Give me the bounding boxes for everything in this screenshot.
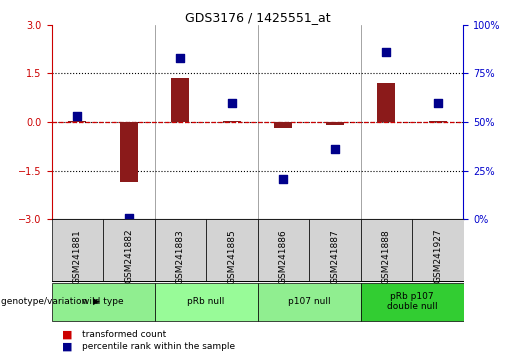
Bar	[103, 219, 154, 281]
Bar	[222, 120, 241, 122]
Text: transformed count: transformed count	[82, 330, 167, 339]
Title: GDS3176 / 1425551_at: GDS3176 / 1425551_at	[185, 11, 330, 24]
Text: genotype/variation  ▶: genotype/variation ▶	[1, 297, 99, 307]
Bar	[274, 122, 292, 128]
Text: GSM241883: GSM241883	[176, 229, 185, 284]
Text: GSM241881: GSM241881	[73, 229, 82, 284]
Text: ■: ■	[62, 342, 76, 352]
Bar	[377, 83, 395, 122]
Text: GSM241888: GSM241888	[382, 229, 391, 284]
Point	[228, 100, 236, 105]
Bar	[154, 219, 206, 281]
Bar	[171, 78, 189, 122]
Text: GSM241927: GSM241927	[433, 229, 442, 284]
Point	[331, 147, 339, 152]
Text: p107 null: p107 null	[288, 297, 330, 306]
Bar	[412, 219, 464, 281]
Text: GSM241887: GSM241887	[330, 229, 339, 284]
Bar	[206, 219, 258, 281]
Text: percentile rank within the sample: percentile rank within the sample	[82, 342, 235, 352]
Bar	[428, 120, 447, 122]
Point	[176, 55, 184, 61]
Text: GSM241885: GSM241885	[227, 229, 236, 284]
Text: ■: ■	[62, 330, 76, 339]
Text: pRb p107
double null: pRb p107 double null	[387, 292, 437, 312]
Bar	[154, 283, 258, 320]
Point	[73, 113, 81, 119]
Bar	[360, 219, 412, 281]
Bar	[258, 283, 360, 320]
Bar	[360, 283, 464, 320]
Text: GSM241882: GSM241882	[124, 229, 133, 284]
Bar	[119, 122, 138, 182]
Bar	[309, 219, 360, 281]
Bar	[68, 120, 86, 122]
Point	[382, 49, 390, 55]
Point	[434, 100, 442, 105]
Text: GSM241886: GSM241886	[279, 229, 288, 284]
Point	[279, 176, 287, 182]
Bar	[258, 219, 309, 281]
Text: wild type: wild type	[82, 297, 124, 306]
Bar	[52, 283, 154, 320]
Bar	[325, 122, 344, 125]
Bar	[52, 219, 103, 281]
Text: pRb null: pRb null	[187, 297, 225, 306]
Point	[125, 215, 133, 220]
